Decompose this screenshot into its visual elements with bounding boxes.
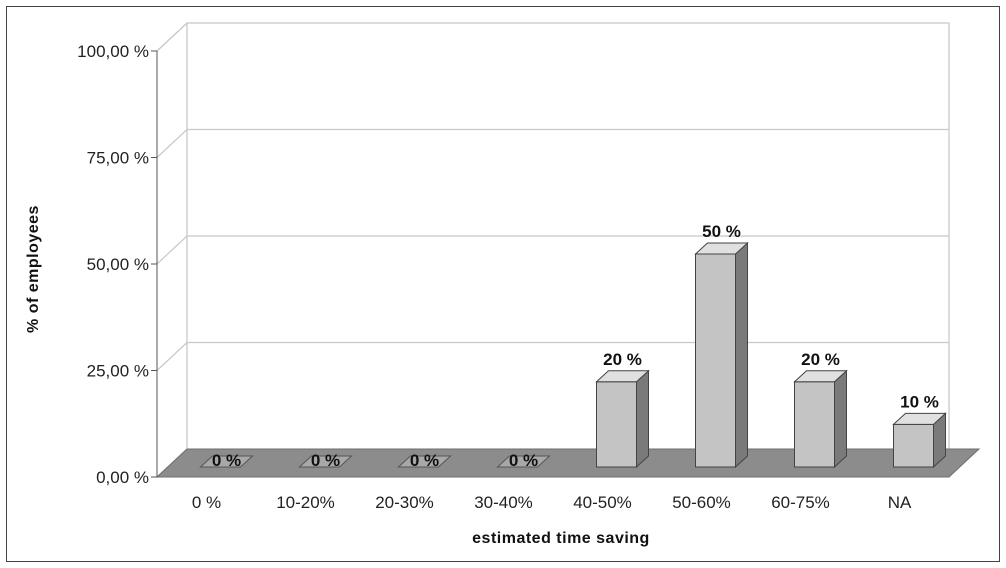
gridline <box>156 128 949 158</box>
bar-side <box>735 241 748 469</box>
bar-zero <box>496 455 551 468</box>
y-tick-label: 0,00 % <box>96 468 149 487</box>
chart-frame: 0,00 % 25,00 % 50,00 % 75,00 % 100,00 % 0 % 0… <box>6 6 1000 562</box>
gridline <box>156 22 949 52</box>
bar-front <box>596 381 637 468</box>
chart-floor <box>155 448 981 478</box>
x-category-label: 20-30% <box>375 493 434 512</box>
bar-chart: 0,00 %25,00 %50,00 %75,00 %100,00 % 0 % 0… <box>25 21 981 547</box>
x-category-label: 40-50% <box>573 493 632 512</box>
x-axis-categories: 0 % 10-20% 20-30% 30-40% 40-50% 50-60% 60-75% N… <box>192 493 912 512</box>
data-labels: 0 % 0 % 0 % 0 % 20 % 50 % 20 % 10 % <box>212 222 939 470</box>
data-label: 0 % <box>212 451 241 470</box>
data-label: 0 % <box>509 451 538 470</box>
y-tick-label: 50,00 % <box>87 255 149 274</box>
bar-front <box>794 381 835 468</box>
y-tick-label: 75,00 % <box>87 149 149 168</box>
x-category-label: NA <box>888 493 912 512</box>
data-label: 20 % <box>603 350 642 369</box>
data-label: 0 % <box>410 451 439 470</box>
bar-top <box>892 412 947 425</box>
bar-zero <box>397 455 452 468</box>
y-tick-label: 25,00 % <box>87 362 149 381</box>
bar-zero <box>298 455 353 468</box>
bar-top <box>793 370 848 383</box>
bar-front <box>893 423 934 468</box>
bar-top <box>595 370 650 383</box>
data-label: 20 % <box>801 350 840 369</box>
bars <box>199 241 947 469</box>
data-label: 10 % <box>900 392 939 411</box>
x-category-label: 10-20% <box>276 493 335 512</box>
bar-zero <box>199 455 254 468</box>
y-axis-ticks: 0,00 % 25,00 % 50,00 % 75,00 % 100,00 % <box>77 42 158 487</box>
x-category-label: 50-60% <box>672 493 731 512</box>
bar-top <box>694 242 749 255</box>
bar-side <box>636 369 649 469</box>
data-label: 50 % <box>702 222 741 241</box>
data-label: 0 % <box>311 451 340 470</box>
x-category-label: 60-75% <box>771 493 830 512</box>
gridline <box>156 235 949 265</box>
bar-side <box>834 369 847 469</box>
x-axis-label: estimated time saving <box>472 530 650 547</box>
y-tick-label: 100,00 % <box>77 42 149 61</box>
y-axis-label: % of employees <box>25 205 42 333</box>
floor-plane <box>155 448 981 478</box>
bar-front <box>695 253 736 468</box>
x-category-label: 0 % <box>192 493 221 512</box>
x-category-label: 30-40% <box>474 493 533 512</box>
